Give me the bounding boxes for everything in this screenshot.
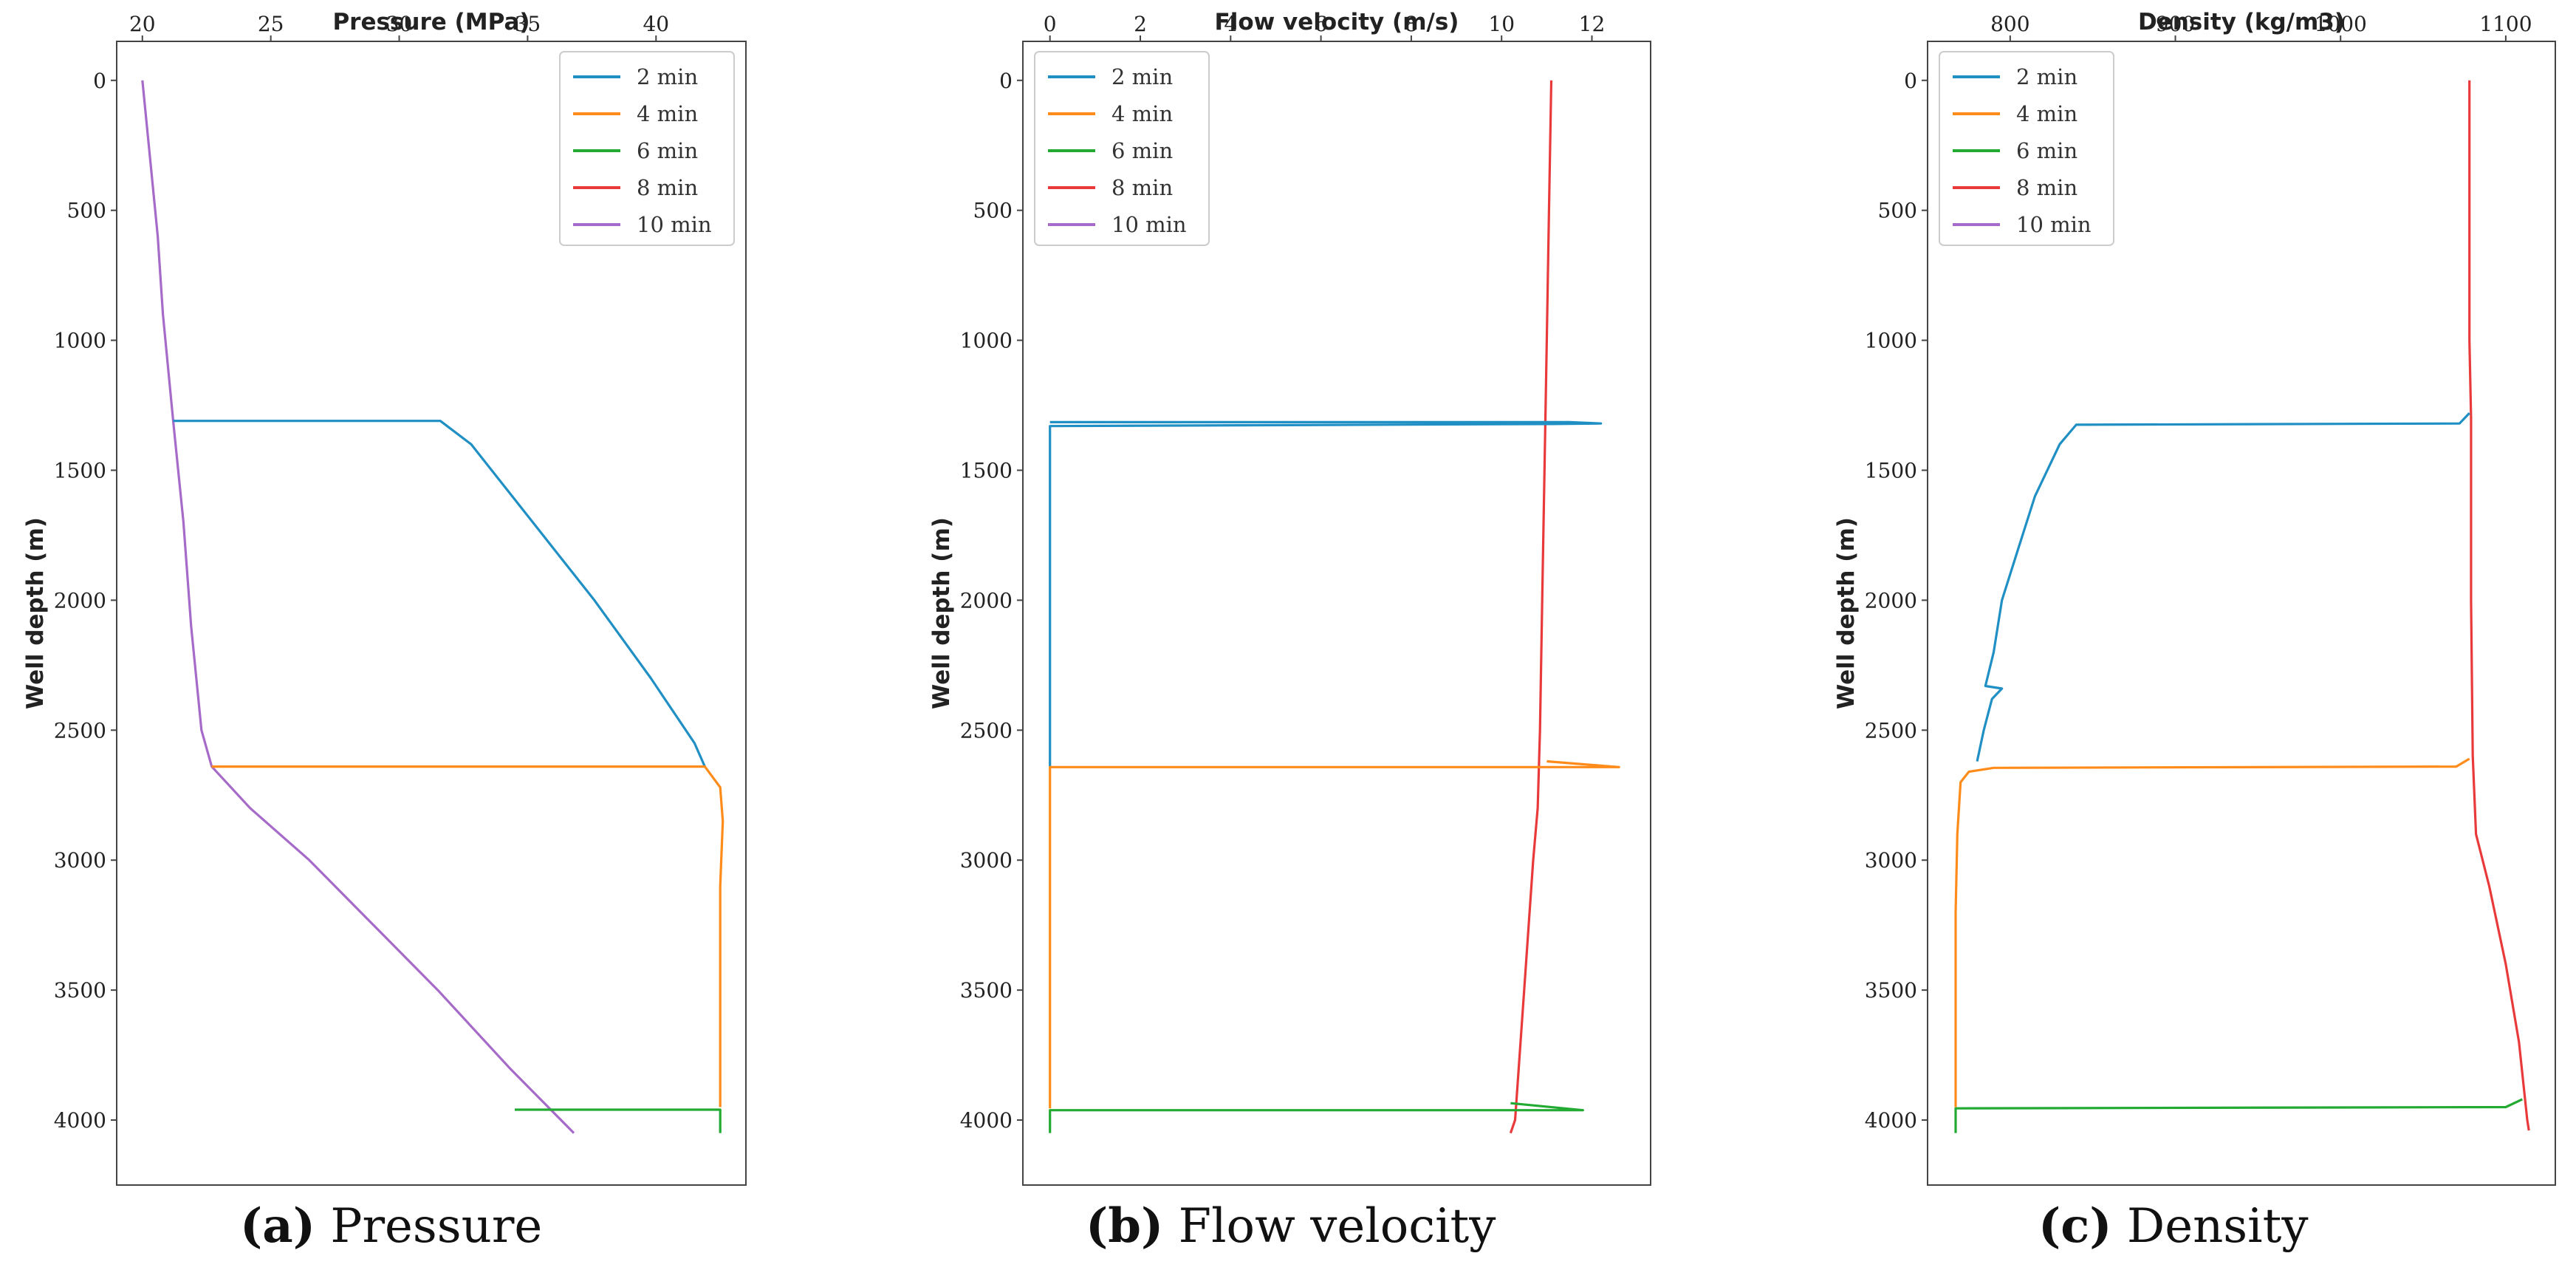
caption-a-text: Pressure bbox=[315, 1199, 543, 1254]
y-tick-label: 500 bbox=[1878, 199, 1917, 223]
series-line-2-min bbox=[1976, 412, 2470, 762]
y-tick-label: 1000 bbox=[54, 329, 106, 353]
series-line-6-min bbox=[1954, 1098, 2523, 1133]
y-tick-label: 3000 bbox=[54, 848, 106, 873]
caption-c-letter: (c) bbox=[2038, 1198, 2112, 1254]
y-tick-label: 3500 bbox=[54, 978, 106, 1003]
x-tick-label: 12 bbox=[1579, 12, 1606, 36]
legend-label-10-min: 10 min bbox=[637, 212, 712, 237]
y-tick-label: 3500 bbox=[960, 978, 1013, 1003]
x-tick-label: 800 bbox=[1990, 12, 2029, 36]
x-tick-label: 0 bbox=[1044, 12, 1057, 36]
legend-label-4-min: 4 min bbox=[1111, 101, 1173, 126]
y-tick-label: 0 bbox=[93, 69, 106, 93]
y-axis-title: Well depth (m) bbox=[22, 517, 49, 709]
legend-label-2-min: 2 min bbox=[637, 64, 698, 89]
legend: 2 min 4 min 6 min 8 min 10 min bbox=[559, 51, 735, 246]
plot-frame bbox=[116, 41, 747, 1186]
legend-label-8-min: 8 min bbox=[2016, 175, 2077, 200]
legend-label-8-min: 8 min bbox=[637, 175, 698, 200]
x-tick-label: 2 bbox=[1134, 12, 1147, 36]
plot-frame bbox=[1022, 41, 1651, 1186]
x-axis-title: Flow velocity (m/s) bbox=[1215, 9, 1459, 35]
legend-box bbox=[1034, 51, 1210, 246]
y-tick-label: 3500 bbox=[1865, 978, 1917, 1003]
series-line-4-min bbox=[1954, 757, 2470, 1107]
series-line-2-min bbox=[1049, 420, 1603, 767]
series-line-8-min bbox=[1509, 80, 1553, 1134]
y-tick-label: 2500 bbox=[960, 718, 1013, 742]
legend-label-4-min: 4 min bbox=[2016, 101, 2077, 126]
y-tick-label: 4000 bbox=[960, 1108, 1013, 1133]
y-tick-label: 0 bbox=[999, 69, 1013, 93]
x-tick-label: 30 bbox=[386, 12, 413, 36]
x-axis-title: Pressure (MPa) bbox=[332, 9, 530, 35]
caption-b: (b) Flow velocity bbox=[1086, 1198, 1496, 1254]
y-tick-label: 1000 bbox=[960, 329, 1013, 353]
legend: 2 min 4 min 6 min 8 min 10 min bbox=[1034, 51, 1210, 246]
y-tick-label: 1500 bbox=[1865, 459, 1917, 483]
series-line-4-min bbox=[211, 765, 724, 1107]
y-axis-title: Well depth (m) bbox=[1833, 517, 1860, 709]
series-line-10-min bbox=[141, 80, 575, 1134]
legend-label-2-min: 2 min bbox=[2016, 64, 2077, 89]
y-tick-label: 500 bbox=[67, 199, 106, 223]
legend-label-4-min: 4 min bbox=[637, 101, 698, 126]
y-tick-label: 4000 bbox=[54, 1108, 106, 1133]
y-tick-label: 4000 bbox=[1865, 1108, 1917, 1133]
panel-pressure: 20 25 30 35 40 0 500 1000 1500 2000 2500 3000 3500 40… bbox=[22, 9, 747, 1186]
x-tick-label: 10 bbox=[1488, 12, 1515, 36]
legend-box bbox=[559, 51, 735, 246]
legend-label-6-min: 6 min bbox=[2016, 138, 2077, 163]
x-tick-label: 4 bbox=[1224, 12, 1237, 36]
panel-density: 800 900 1000 1100 0 500 1000 1500 2000 2500 3000 35… bbox=[1833, 9, 2556, 1186]
caption-c-text: Density bbox=[2111, 1199, 2309, 1254]
x-tick-label: 1100 bbox=[2479, 12, 2532, 36]
x-tick-label: 40 bbox=[643, 12, 669, 36]
y-axis-title: Well depth (m) bbox=[928, 517, 955, 709]
legend-label-10-min: 10 min bbox=[2016, 212, 2092, 237]
legend-label-6-min: 6 min bbox=[1111, 138, 1173, 163]
legend-box bbox=[1939, 51, 2114, 246]
caption-a: (a) Pressure bbox=[240, 1198, 542, 1254]
y-tick-label: 3000 bbox=[960, 848, 1013, 873]
y-tick-label: 1500 bbox=[54, 459, 106, 483]
y-tick-label: 1500 bbox=[960, 459, 1013, 483]
series-line-6-min bbox=[1049, 1102, 1584, 1133]
y-tick-label: 3000 bbox=[1865, 848, 1917, 873]
legend-label-2-min: 2 min bbox=[1111, 64, 1173, 89]
y-tick-label: 0 bbox=[1904, 69, 1917, 93]
x-tick-label: 1000 bbox=[2315, 12, 2367, 36]
series-line-2-min bbox=[173, 420, 706, 768]
y-tick-label: 2000 bbox=[54, 588, 106, 612]
series-line-8-min bbox=[2468, 80, 2530, 1131]
y-tick-label: 2000 bbox=[1865, 588, 1917, 612]
y-tick-label: 2500 bbox=[54, 718, 106, 742]
legend: 2 min 4 min 6 min 8 min 10 min bbox=[1939, 51, 2114, 246]
legend-label-8-min: 8 min bbox=[1111, 175, 1173, 200]
x-tick-label: 20 bbox=[129, 12, 156, 36]
y-tick-label: 500 bbox=[973, 199, 1013, 223]
y-tick-label: 2500 bbox=[1865, 718, 1917, 742]
y-tick-label: 2000 bbox=[960, 588, 1013, 612]
panel-flow-velocity: 0 2 4 6 8 10 12 0 500 1000 1500 2000 2500 3000 3500 400… bbox=[928, 9, 1651, 1186]
legend-label-6-min: 6 min bbox=[637, 138, 698, 163]
plot-frame bbox=[1927, 41, 2556, 1186]
legend-label-10-min: 10 min bbox=[1111, 212, 1187, 237]
x-tick-label: 900 bbox=[2156, 12, 2195, 36]
y-tick-label: 1000 bbox=[1865, 329, 1917, 353]
x-tick-label: 25 bbox=[258, 12, 284, 36]
caption-c: (c) Density bbox=[2038, 1198, 2308, 1254]
x-tick-label: 8 bbox=[1405, 12, 1418, 36]
series-line-6-min bbox=[515, 1108, 722, 1133]
x-tick-label: 6 bbox=[1315, 12, 1328, 36]
x-axis-title: Density (kg/m3) bbox=[2138, 9, 2345, 35]
x-tick-label: 35 bbox=[515, 12, 541, 36]
caption-a-letter: (a) bbox=[240, 1198, 316, 1254]
caption-b-letter: (b) bbox=[1086, 1198, 1164, 1254]
series-line-4-min bbox=[1049, 759, 1620, 1109]
caption-b-text: Flow velocity bbox=[1163, 1199, 1496, 1254]
